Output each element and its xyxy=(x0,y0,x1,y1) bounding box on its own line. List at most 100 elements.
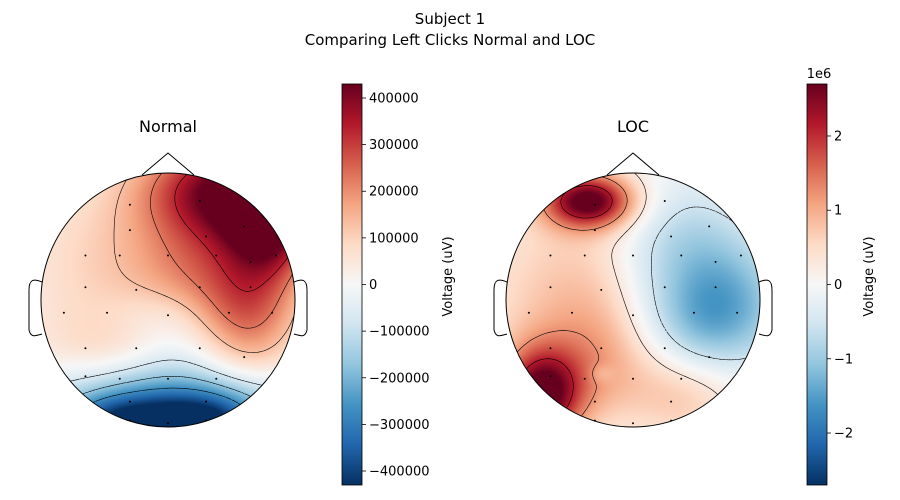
sensor-point xyxy=(600,347,603,350)
sensor-point xyxy=(583,254,586,257)
sensor-point xyxy=(215,377,218,380)
sensor-point xyxy=(205,419,208,422)
colorbar-tick-label: 300000 xyxy=(369,138,419,153)
sensor-point xyxy=(739,254,742,257)
colorbar-tick-label: −1 xyxy=(834,352,853,367)
figure-suptitle-line1: Subject 1 xyxy=(415,10,485,28)
sensor-point xyxy=(714,260,717,263)
colorbar-normal: 400000 300000 200000 100000 0 −100000 −200000 −… xyxy=(341,83,456,486)
sensor-point xyxy=(128,419,131,422)
sensor-point xyxy=(708,225,711,228)
sensor-point xyxy=(632,377,634,380)
sensor-point xyxy=(549,286,552,289)
sensor-point xyxy=(84,286,87,289)
sensor-point xyxy=(128,400,131,403)
sensor-point xyxy=(593,229,596,232)
sensor-point xyxy=(249,286,252,289)
sensor-point xyxy=(106,311,109,314)
sensor-point xyxy=(271,311,274,314)
sensor-point xyxy=(692,311,695,314)
sensor-point xyxy=(167,422,169,425)
topomap-heatmap xyxy=(41,173,295,427)
sensor-point xyxy=(84,375,87,378)
sensor-point xyxy=(118,377,121,380)
colorbar-tick-label: −300000 xyxy=(369,418,430,433)
sensor-point xyxy=(632,254,634,257)
sensor-point xyxy=(583,377,586,380)
sensor-point xyxy=(198,199,201,202)
sensor-point xyxy=(62,311,65,314)
sensor-point xyxy=(198,347,201,350)
nose-outline xyxy=(606,152,660,176)
left-ear-outline xyxy=(28,279,43,337)
sensor-point xyxy=(128,203,131,206)
sensor-point xyxy=(215,254,218,257)
sensor-point xyxy=(663,199,666,202)
sensor-point xyxy=(527,311,530,314)
colorbar-offset-label: 1e6 xyxy=(807,67,832,82)
sensor-point xyxy=(632,422,634,425)
colorbar-tick-label: 400000 xyxy=(369,91,419,106)
sensor-point xyxy=(205,400,208,403)
colorbar-tick-label: −400000 xyxy=(369,465,430,480)
sensor-point xyxy=(670,419,673,422)
sensor-point xyxy=(249,260,252,263)
topomap-title: LOC xyxy=(617,117,649,136)
topomap-heatmap xyxy=(506,173,760,427)
colorbar-gradient xyxy=(806,83,828,486)
colorbar-tick-label: 0 xyxy=(834,278,842,293)
colorbar-tick-label: −2 xyxy=(834,427,853,442)
sensor-point xyxy=(128,229,131,232)
sensor-point xyxy=(549,254,552,257)
sensor-point xyxy=(670,400,673,403)
sensor-point xyxy=(167,254,169,257)
sensor-point xyxy=(274,254,277,257)
sensor-point xyxy=(632,314,634,317)
colorbar-gradient xyxy=(341,83,363,486)
sensor-point xyxy=(600,288,603,291)
sensor-point xyxy=(118,254,121,257)
sensor-point xyxy=(167,314,169,317)
sensor-point xyxy=(84,254,87,257)
topomap-normal: Normal xyxy=(28,117,308,428)
colorbar-tick-label: −100000 xyxy=(369,325,430,340)
sensor-point xyxy=(227,311,230,314)
right-ear-outline xyxy=(293,279,308,337)
sensor-point xyxy=(714,286,717,289)
head-outline xyxy=(40,172,296,428)
sensor-point xyxy=(243,225,246,228)
colorbar-label: Voltage (uV) xyxy=(862,236,877,316)
sensor-point xyxy=(135,288,138,291)
colorbar-tick-label: −200000 xyxy=(369,371,430,386)
sensor-point xyxy=(84,347,87,350)
sensor-point xyxy=(243,356,246,359)
sensor-point xyxy=(549,375,552,378)
colorbar-tick-label: 100000 xyxy=(369,231,419,246)
sensor-point xyxy=(736,311,739,314)
sensor-point xyxy=(680,377,683,380)
sensor-point xyxy=(571,311,574,314)
colorbar-tick-label: 0 xyxy=(369,278,377,293)
sensor-point xyxy=(670,235,673,238)
colorbar-tick-label: 2 xyxy=(834,129,842,144)
nose-outline xyxy=(141,152,195,176)
sensor-point xyxy=(663,286,666,289)
topomap-title: Normal xyxy=(139,117,197,136)
left-ear-outline xyxy=(493,279,508,337)
colorbar-tick-label: 200000 xyxy=(369,185,419,200)
head-outline xyxy=(505,172,761,428)
colorbar-label: Voltage (uV) xyxy=(441,236,456,316)
sensor-point xyxy=(549,347,552,350)
sensor-point xyxy=(593,400,596,403)
colorbar-tick-label: 1 xyxy=(834,204,842,219)
topomap-loc: LOC xyxy=(493,117,773,428)
colorbar-loc: 2 1 0 −1 −2 1e6 Voltage (uV) xyxy=(806,67,877,486)
sensor-point xyxy=(593,203,596,206)
sensor-point xyxy=(663,347,666,350)
sensor-point xyxy=(708,356,711,359)
sensor-point xyxy=(198,286,201,289)
sensor-point xyxy=(167,377,169,380)
right-ear-outline xyxy=(758,279,773,337)
sensor-point xyxy=(135,347,138,350)
